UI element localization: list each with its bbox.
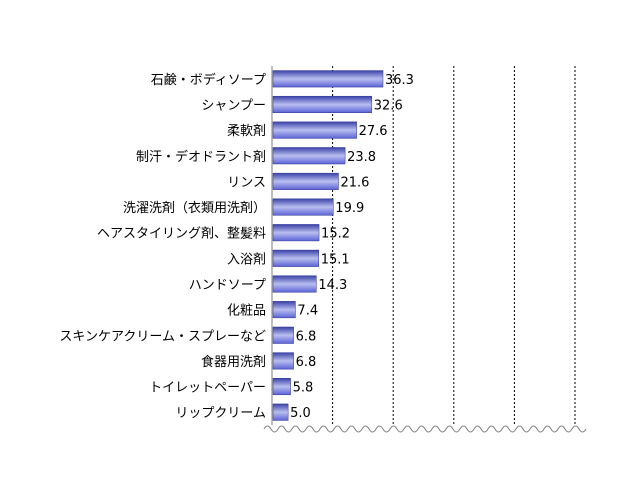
bar: [272, 301, 296, 319]
category-label: 化粧品: [227, 304, 266, 319]
bar: [272, 403, 289, 421]
bar: [272, 198, 334, 216]
bar: [272, 326, 294, 344]
bar: [272, 172, 339, 190]
data-label: 14.3: [318, 278, 347, 293]
bar: [272, 147, 346, 165]
bar: [272, 378, 291, 396]
category-label: 入浴剤: [227, 251, 266, 267]
bars: [272, 70, 384, 421]
category-labels: 石鹸・ボディソープシャンプー柔軟剤制汗・デオドラント剤リンス洗濯洗剤（衣類用洗剤…: [59, 72, 266, 421]
data-label: 15.2: [321, 227, 350, 242]
bar: [272, 352, 294, 370]
bar: [272, 275, 317, 293]
category-label: トイレットペーパー: [149, 381, 266, 396]
axes: [263, 66, 587, 433]
category-label: 石鹸・ボディソープ: [151, 72, 266, 88]
bar: [272, 95, 373, 113]
category-label: リップクリーム: [175, 406, 266, 421]
data-label: 5.8: [293, 381, 314, 396]
value-labels: 36.3 32.6 27.6 23.8 21.6 19.9 15.2 15.1 14.37.4 6…: [290, 73, 414, 421]
data-label: 15.1: [321, 252, 350, 267]
bar: [272, 249, 320, 267]
data-label: 19.9: [335, 201, 364, 216]
category-label: スキンケアクリーム・スプレーなど: [59, 329, 266, 344]
data-label: 27.6: [359, 124, 388, 139]
data-label: 5.0: [290, 406, 311, 421]
data-label: 6.8: [296, 355, 317, 370]
data-label: 36.3: [385, 73, 414, 88]
data-label: 21.6: [340, 175, 369, 190]
data-label: 6.8: [296, 329, 317, 344]
category-label: ハンドソープ: [189, 278, 266, 293]
category-label: ヘアスタイリング剤、整髪料: [97, 226, 266, 242]
data-label: 7.4: [297, 304, 318, 319]
bar: [272, 121, 357, 139]
bar: [272, 224, 320, 242]
data-label: 23.8: [347, 150, 376, 165]
data-label: 32.6: [374, 98, 403, 113]
bar: [272, 70, 384, 88]
category-label: 洗濯洗剤（衣類用洗剤）: [123, 200, 266, 216]
category-label: 柔軟剤: [227, 123, 266, 139]
category-label: 食器用洗剤: [201, 354, 266, 370]
x-axis-break-line: [263, 425, 587, 433]
gridlines: [332, 66, 576, 425]
category-label: リンス: [227, 175, 266, 190]
category-label: 制汗・デオドラント剤: [136, 149, 266, 165]
category-label: シャンプー: [201, 98, 266, 113]
